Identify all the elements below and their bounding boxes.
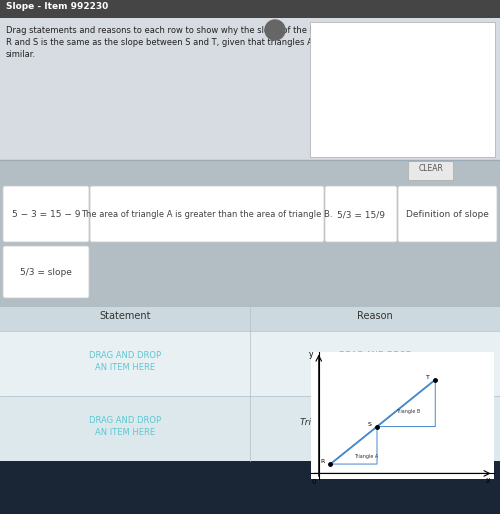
- Text: CLEAR: CLEAR: [418, 164, 444, 173]
- Text: Statement: Statement: [99, 311, 151, 321]
- FancyBboxPatch shape: [3, 186, 89, 242]
- Text: T: T: [426, 375, 430, 380]
- Bar: [310, 22, 495, 157]
- FancyBboxPatch shape: [408, 161, 454, 180]
- Bar: [0, 396, 500, 461]
- FancyBboxPatch shape: [3, 246, 89, 298]
- Text: Definition of slope: Definition of slope: [406, 210, 488, 219]
- Bar: [0, 0, 500, 18]
- Text: x: x: [486, 476, 490, 485]
- Bar: [0, 461, 500, 514]
- Bar: [0, 172, 500, 307]
- Bar: [0, 18, 500, 160]
- Text: S: S: [368, 421, 371, 427]
- Bar: [0, 331, 500, 396]
- Text: DRAG AND DROP: DRAG AND DROP: [89, 416, 161, 425]
- Text: similar.: similar.: [6, 50, 36, 59]
- Text: AN ITEM HERE: AN ITEM HERE: [95, 428, 155, 437]
- Text: DRAG AND DROP: DRAG AND DROP: [339, 351, 411, 360]
- Text: Slope - Item 992230: Slope - Item 992230: [6, 2, 108, 11]
- Text: Drag statements and reasons to each row to show why the slope of the line betwee: Drag statements and reasons to each row …: [6, 26, 364, 35]
- Text: y: y: [309, 350, 314, 359]
- Bar: [0, 307, 500, 482]
- FancyBboxPatch shape: [398, 186, 497, 242]
- Text: 5 − 3 = 15 − 9: 5 − 3 = 15 − 9: [12, 210, 80, 219]
- Text: Triangle A is similar to triangle B.: Triangle A is similar to triangle B.: [300, 418, 450, 427]
- Text: R and S is the same as the slope between S and T, given that triangles A and B a: R and S is the same as the slope between…: [6, 38, 356, 47]
- Text: 5/3 = 15/9: 5/3 = 15/9: [337, 210, 385, 219]
- Text: DRAG AND DROP: DRAG AND DROP: [89, 351, 161, 360]
- Text: AN ITEM HERE: AN ITEM HERE: [345, 363, 405, 372]
- Text: R: R: [320, 459, 325, 464]
- Bar: [0, 160, 500, 172]
- Text: Triangle B: Triangle B: [396, 410, 420, 414]
- Text: 5/3 = slope: 5/3 = slope: [20, 268, 72, 277]
- Text: 0: 0: [311, 479, 316, 485]
- FancyBboxPatch shape: [90, 186, 324, 242]
- Text: AN ITEM HERE: AN ITEM HERE: [95, 363, 155, 372]
- Text: Reason: Reason: [357, 311, 393, 321]
- Text: The area of triangle A is greater than the area of triangle B.: The area of triangle A is greater than t…: [81, 210, 333, 219]
- Circle shape: [265, 20, 285, 40]
- FancyBboxPatch shape: [325, 186, 397, 242]
- Bar: [0, 307, 500, 331]
- Text: Triangle A: Triangle A: [354, 454, 378, 460]
